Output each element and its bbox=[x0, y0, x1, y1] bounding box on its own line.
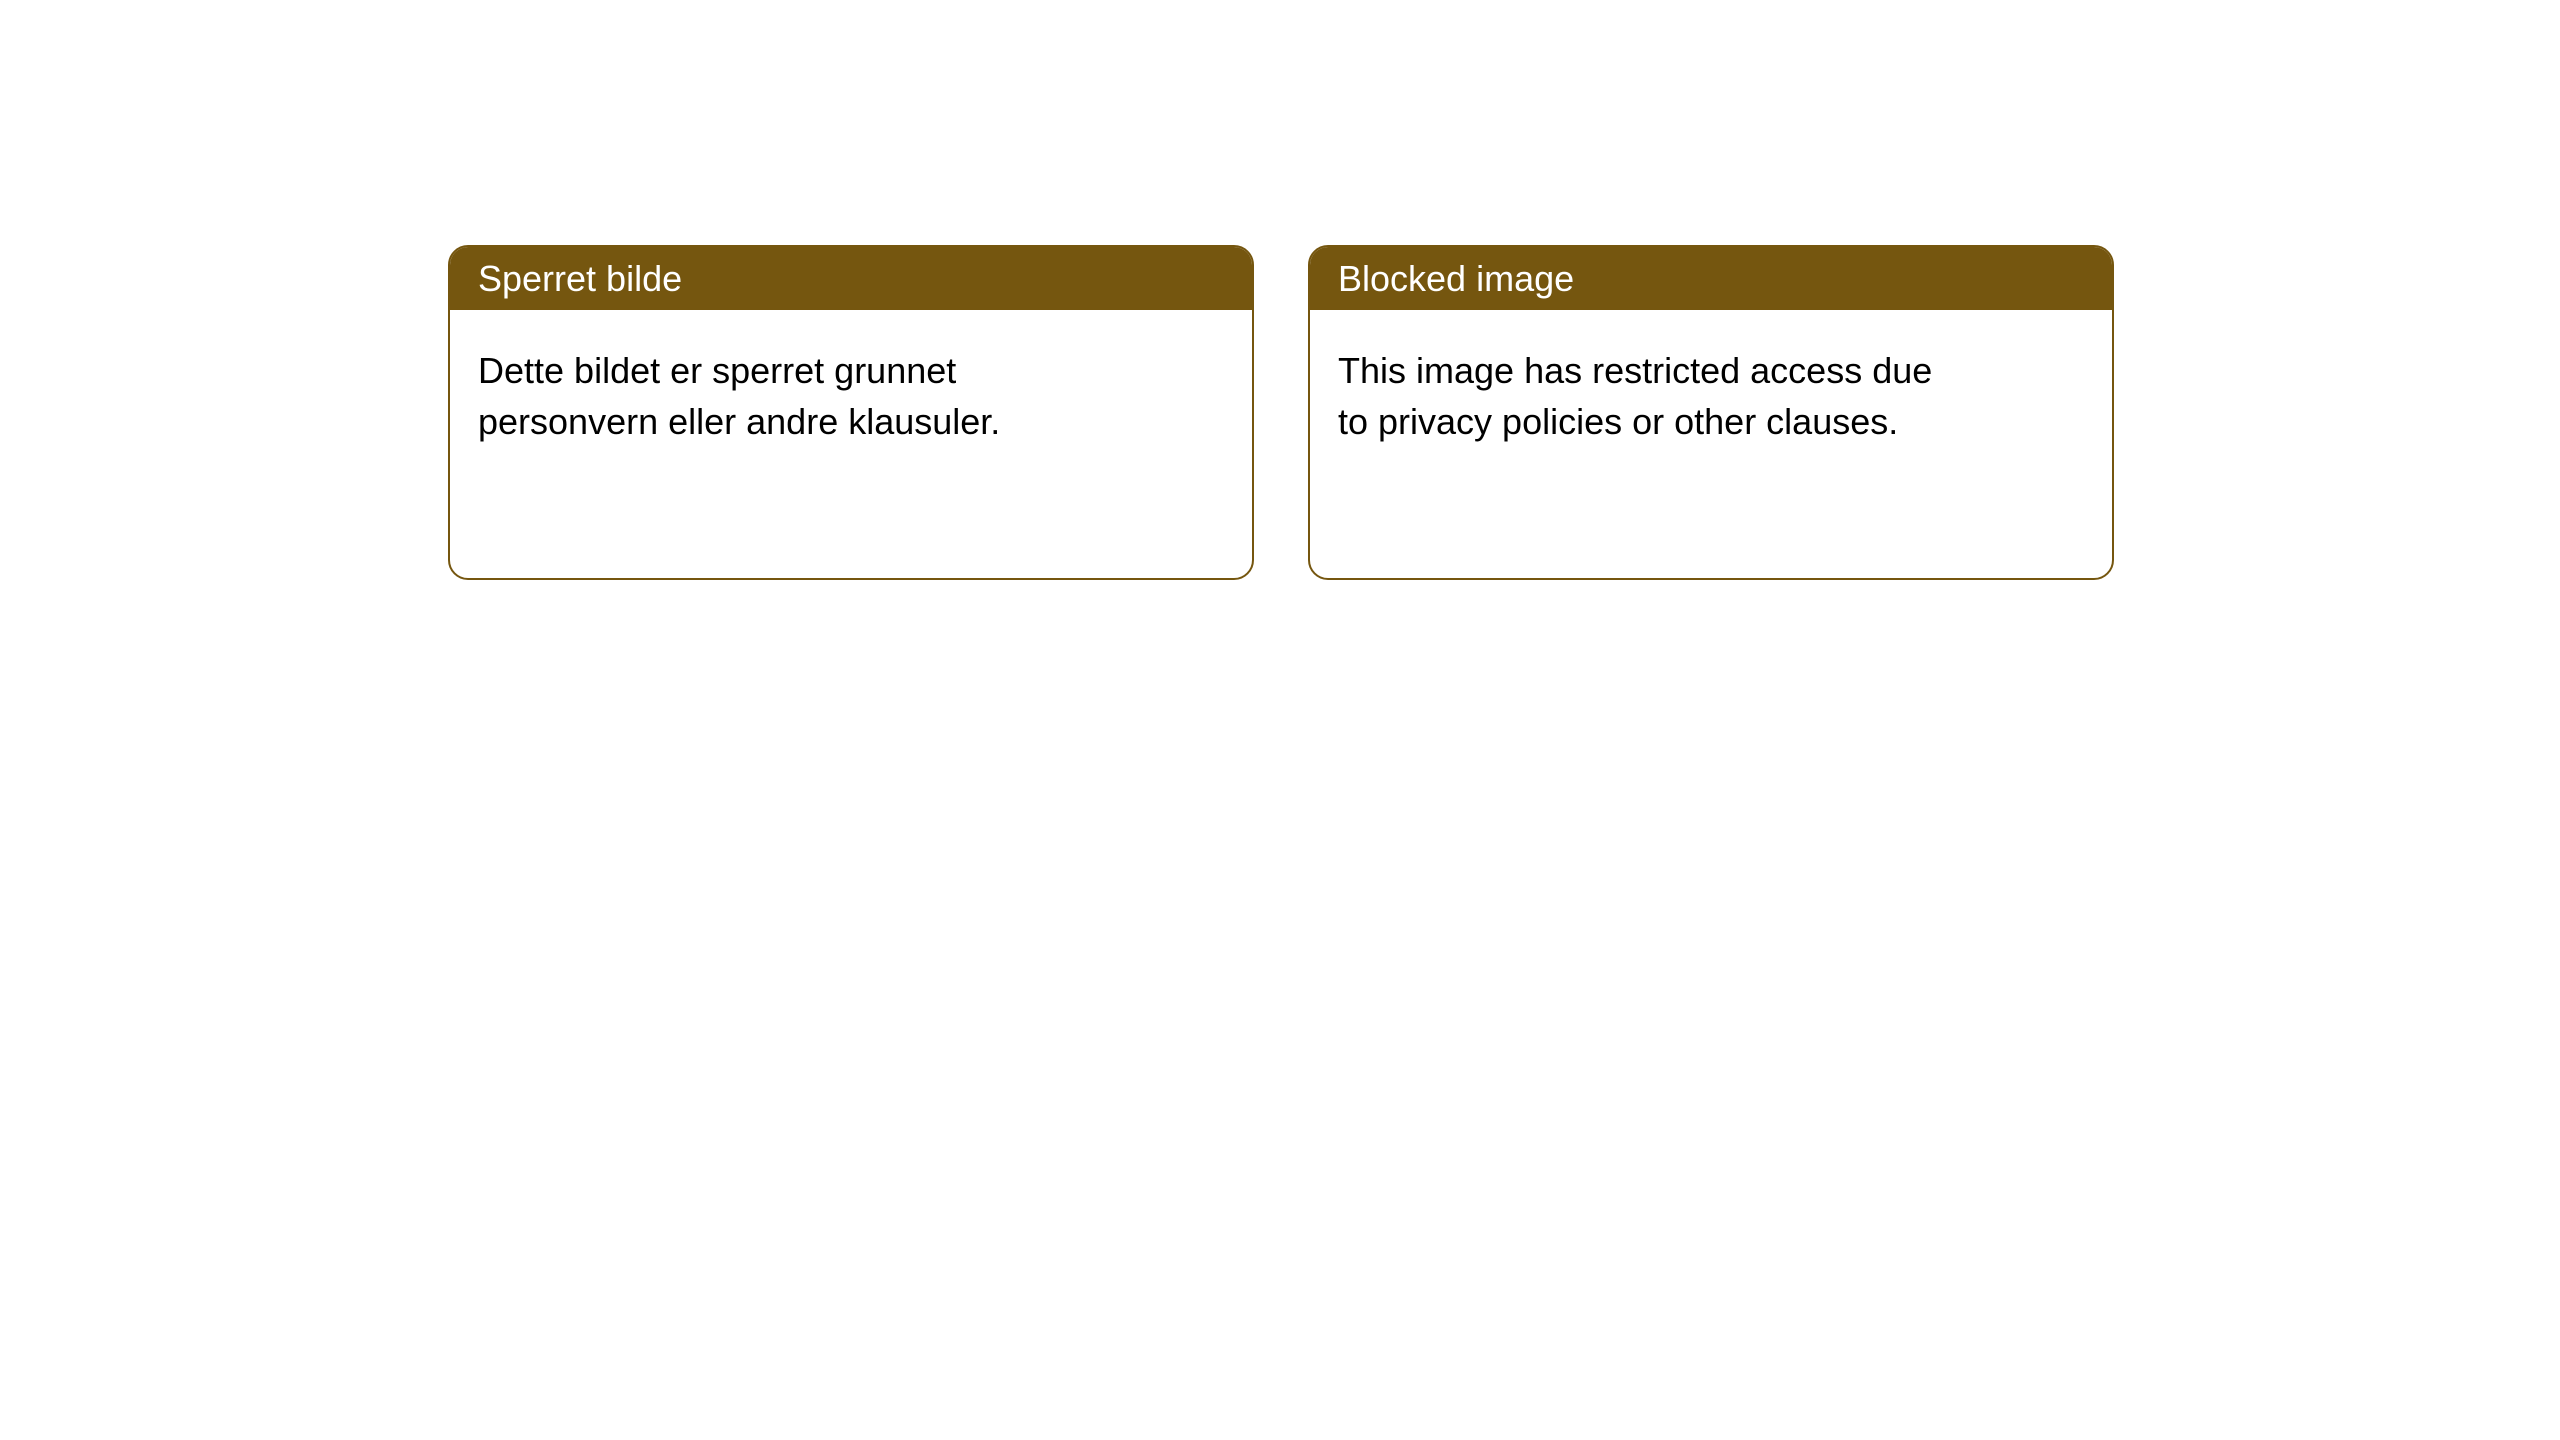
notice-panel-english: Blocked image This image has restricted … bbox=[1308, 245, 2114, 580]
panel-header: Blocked image bbox=[1310, 247, 2112, 310]
notice-container: Sperret bilde Dette bildet er sperret gr… bbox=[0, 0, 2560, 580]
panel-body: This image has restricted access due to … bbox=[1310, 310, 1990, 483]
panel-header: Sperret bilde bbox=[450, 247, 1252, 310]
panel-body: Dette bildet er sperret grunnet personve… bbox=[450, 310, 1130, 483]
notice-panel-norwegian: Sperret bilde Dette bildet er sperret gr… bbox=[448, 245, 1254, 580]
